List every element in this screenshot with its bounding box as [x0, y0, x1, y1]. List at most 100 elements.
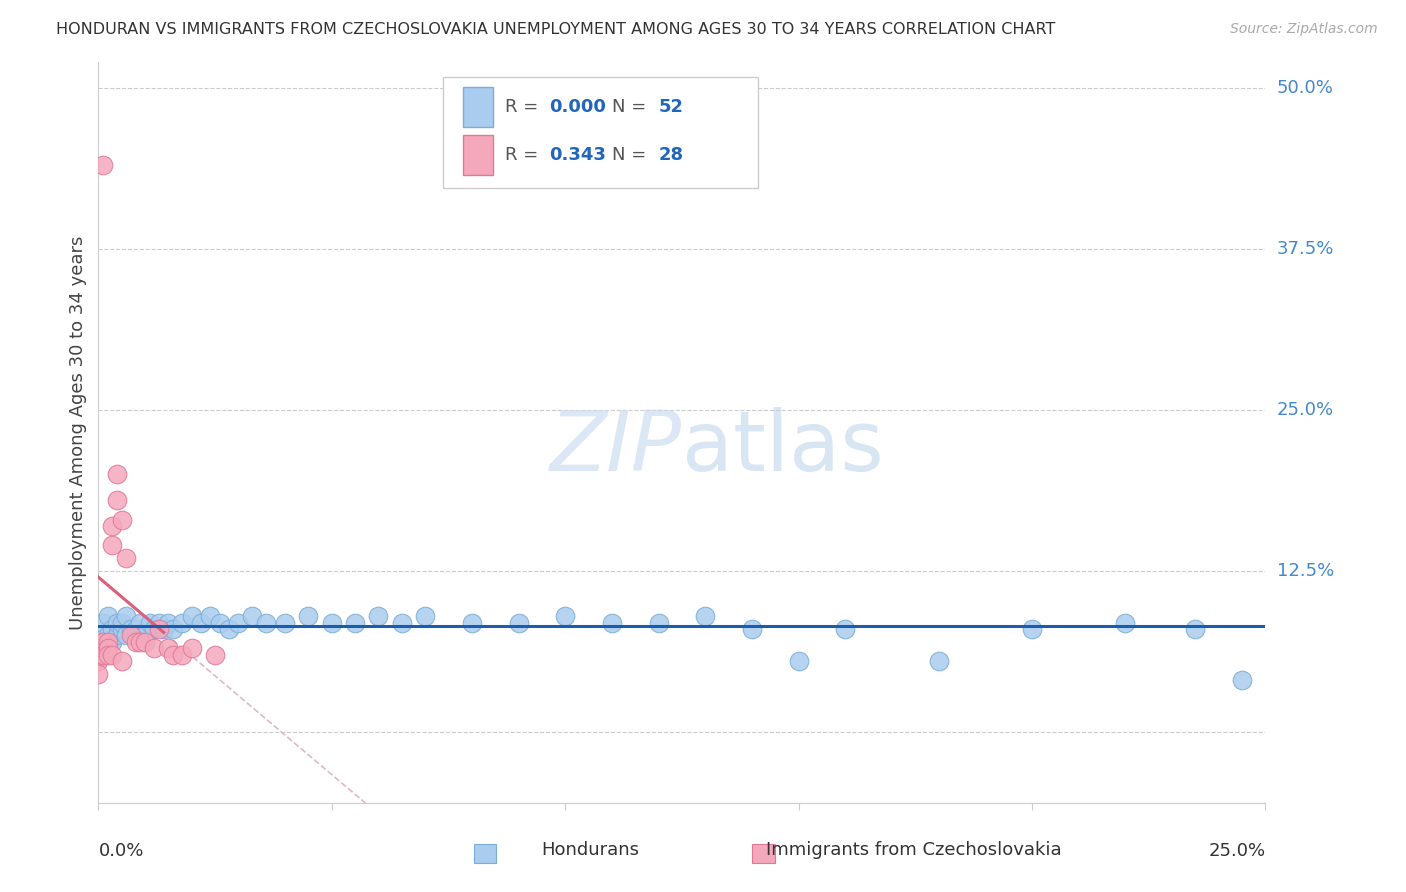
Point [115, 628, 138, 642]
Text: 28: 28 [658, 146, 683, 164]
Bar [752, 844, 775, 863]
Point [97, 648, 120, 662]
Point [91, 648, 114, 662]
Point [125, 628, 148, 642]
Point [101, 635, 124, 649]
Point [91, 615, 114, 630]
Text: 52: 52 [658, 98, 683, 116]
Point [242, 609, 264, 624]
Point [111, 512, 134, 526]
Point [91, 158, 114, 172]
Text: R =: R = [505, 146, 544, 164]
Point [97, 641, 120, 656]
Point [256, 615, 278, 630]
Point [120, 622, 142, 636]
Text: 12.5%: 12.5% [1277, 562, 1334, 580]
Text: atlas: atlas [682, 407, 883, 488]
Text: Hondurans: Hondurans [541, 840, 640, 858]
Point [928, 654, 950, 668]
Point [1021, 622, 1043, 636]
Point [172, 648, 194, 662]
Point [162, 622, 184, 636]
Point [190, 615, 212, 630]
Point [91, 648, 114, 662]
Point [111, 654, 134, 668]
Point [218, 622, 240, 636]
Text: HONDURAN VS IMMIGRANTS FROM CZECHOSLOVAKIA UNEMPLOYMENT AMONG AGES 30 TO 34 YEAR: HONDURAN VS IMMIGRANTS FROM CZECHOSLOVAK… [56, 22, 1056, 37]
Point [695, 609, 717, 624]
Point [1184, 622, 1206, 636]
Point [148, 622, 170, 636]
Point [101, 519, 124, 533]
Point [87, 667, 110, 681]
Point [125, 635, 148, 649]
Text: R =: R = [505, 98, 544, 116]
Point [125, 622, 148, 636]
Text: 0.0%: 0.0% [98, 842, 143, 860]
Y-axis label: Unemployment Among Ages 30 to 34 years: Unemployment Among Ages 30 to 34 years [69, 235, 87, 630]
Point [208, 615, 231, 630]
Point [600, 615, 623, 630]
Point [134, 635, 156, 649]
Point [787, 654, 810, 668]
Point [834, 622, 856, 636]
Point [139, 615, 162, 630]
Point [228, 615, 250, 630]
Point [554, 609, 576, 624]
Text: 0.000: 0.000 [548, 98, 606, 116]
Point [741, 622, 763, 636]
Point [157, 641, 180, 656]
Point [152, 622, 174, 636]
Point [111, 615, 134, 630]
Point [105, 493, 128, 508]
Point [162, 648, 184, 662]
Point [413, 609, 436, 624]
Point [111, 622, 134, 636]
Text: N =: N = [612, 98, 652, 116]
Point [105, 467, 128, 482]
Point [97, 628, 120, 642]
Point [101, 538, 124, 552]
Point [297, 609, 319, 624]
Point [115, 551, 138, 566]
Point [129, 635, 152, 649]
Point [143, 622, 166, 636]
Point [87, 654, 110, 668]
Text: Source: ZipAtlas.com: Source: ZipAtlas.com [1230, 22, 1378, 37]
Point [115, 609, 138, 624]
Point [91, 635, 114, 649]
Point [344, 615, 367, 630]
Point [129, 615, 152, 630]
Bar [463, 135, 494, 176]
Point [105, 615, 128, 630]
Point [157, 615, 180, 630]
Point [508, 615, 530, 630]
Text: 37.5%: 37.5% [1277, 240, 1334, 258]
Text: 50.0%: 50.0% [1277, 79, 1333, 97]
Point [172, 615, 194, 630]
FancyBboxPatch shape [443, 78, 758, 188]
Point [97, 635, 120, 649]
Point [200, 609, 222, 624]
Point [391, 615, 413, 630]
Text: ZIP: ZIP [550, 407, 682, 488]
Text: 0.343: 0.343 [548, 146, 606, 164]
Point [180, 609, 202, 624]
Point [321, 615, 343, 630]
Point [134, 628, 156, 642]
Point [101, 648, 124, 662]
Point [1114, 615, 1136, 630]
Point [101, 622, 124, 636]
Point [367, 609, 389, 624]
Point [97, 609, 120, 624]
Point [461, 615, 484, 630]
Point [647, 615, 669, 630]
Point [1230, 673, 1253, 688]
Point [120, 628, 142, 642]
Point [180, 641, 202, 656]
Point [148, 615, 170, 630]
Point [274, 615, 297, 630]
Point [143, 641, 166, 656]
Text: 25.0%: 25.0% [1208, 842, 1265, 860]
Bar [474, 844, 496, 863]
